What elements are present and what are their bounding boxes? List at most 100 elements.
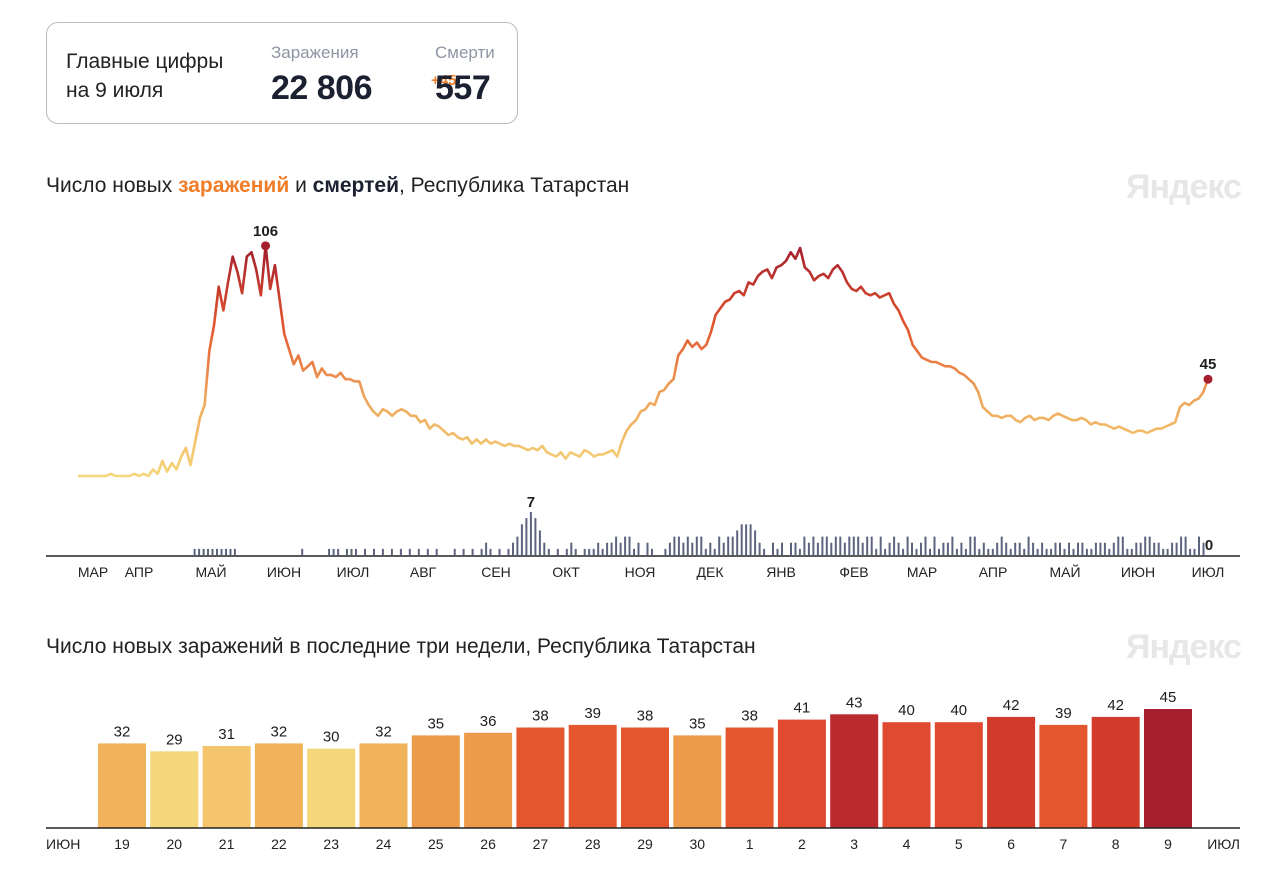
deaths-bar [525, 518, 528, 555]
bar-value-label: 32 [271, 723, 288, 740]
deaths-bar [870, 536, 873, 555]
month-tick-label: МАР [78, 564, 108, 580]
deaths-bar [1112, 542, 1115, 555]
date-tick-label: 28 [585, 836, 601, 852]
deaths-bar [1014, 542, 1017, 555]
infections-label: Заражения [271, 43, 359, 62]
day-bar [1144, 709, 1192, 828]
bar-value-label: 35 [689, 715, 706, 732]
deaths-bar [619, 542, 622, 555]
deaths-bar [929, 548, 931, 555]
day-bar [516, 727, 565, 828]
chart1-title-and: и [289, 174, 313, 197]
deaths-bar [570, 542, 573, 555]
infections-last-marker [1203, 374, 1213, 384]
deaths-bar [942, 542, 945, 555]
month-tick-label: АВГ [410, 564, 437, 580]
deaths-bar [897, 542, 900, 555]
bar-value-label: 40 [950, 702, 967, 719]
month-tick-label: ЯНВ [766, 564, 796, 580]
deaths-bar [507, 548, 510, 555]
deaths-bar [996, 542, 999, 555]
date-tick-label: 23 [323, 836, 339, 852]
day-bar [254, 743, 303, 828]
deaths-bar [471, 548, 474, 555]
bar-value-label: 43 [846, 694, 863, 711]
month-tick-label: ДЕК [697, 564, 725, 580]
bar-value-label: 40 [898, 702, 915, 719]
deaths-bar [1130, 548, 1133, 555]
deaths-bar [1009, 548, 1012, 555]
deaths-bar [879, 536, 882, 555]
deaths-bar [624, 536, 627, 555]
deaths-bar [758, 542, 761, 555]
deaths-bar [381, 548, 384, 555]
deaths-bar [861, 542, 864, 555]
deaths-peak-label: 7 [527, 494, 535, 511]
bar-value-label: 42 [1003, 697, 1020, 714]
deaths-bar [1063, 548, 1066, 555]
day-bar [150, 751, 199, 828]
day-bar [98, 743, 146, 828]
deaths-bar [462, 548, 465, 555]
deaths-bar [893, 536, 896, 555]
date-tick-label: 21 [219, 836, 235, 852]
bar-value-label: 38 [532, 708, 549, 725]
deaths-bar [798, 548, 801, 555]
deaths-bar [1027, 536, 1030, 555]
infections-peak-label: 106 [253, 223, 278, 240]
date-tick-label: 9 [1164, 836, 1172, 852]
deaths-bar [328, 548, 331, 555]
deaths-bar [951, 536, 954, 555]
deaths-bar [969, 536, 972, 555]
deaths-total: 557 [435, 69, 491, 107]
deaths-bar [516, 536, 519, 555]
summary-heading-date: на 9 июля [66, 79, 164, 102]
deaths-bar [337, 548, 340, 555]
deaths-bar [1094, 542, 1097, 555]
deaths-bar [830, 542, 833, 555]
deaths-bar [902, 548, 905, 555]
deaths-bar [1059, 542, 1061, 555]
bar-value-label: 31 [218, 726, 235, 743]
deaths-bar [202, 548, 205, 555]
bar-value-label: 29 [166, 731, 183, 748]
deaths-bar [888, 542, 891, 555]
deaths-bar [520, 524, 523, 555]
deaths-bar [713, 548, 716, 555]
deaths-bar [978, 548, 981, 555]
deaths-bar [709, 542, 712, 555]
deaths-bar [556, 548, 559, 555]
deaths-bar [924, 536, 927, 555]
deaths-bar [763, 548, 766, 555]
day-bar [987, 716, 1036, 828]
deaths-bar [355, 548, 357, 555]
day-bar [1091, 716, 1140, 828]
date-tick-label: 27 [533, 836, 549, 852]
deaths-bar [637, 542, 640, 555]
deaths-bar [399, 548, 402, 555]
deaths-bar [538, 530, 541, 555]
deaths-bar [677, 536, 680, 555]
date-tick-label: 29 [637, 836, 653, 852]
deaths-bar [1085, 548, 1088, 555]
day-bar [777, 719, 826, 828]
deaths-bar [821, 536, 824, 555]
deaths-bar [1157, 542, 1160, 555]
deaths-bar [390, 548, 393, 555]
deaths-bar [1005, 542, 1008, 555]
chart1-title-suffix: , Республика Татарстан [398, 174, 630, 197]
date-tick-label: 4 [903, 836, 911, 852]
day-bar [411, 735, 460, 828]
deaths-bar [1036, 548, 1039, 555]
month-tick-label: НОЯ [625, 564, 656, 580]
deaths-bar [233, 548, 236, 555]
chart1-title-prefix: Число новых [46, 174, 179, 197]
infections-peak-marker [261, 241, 271, 251]
month-tick-label: МАР [907, 564, 937, 580]
bar-value-label: 32 [375, 723, 392, 740]
date-tick-label: 8 [1112, 836, 1120, 852]
deaths-bar [848, 536, 851, 555]
deaths-bar [960, 542, 963, 555]
